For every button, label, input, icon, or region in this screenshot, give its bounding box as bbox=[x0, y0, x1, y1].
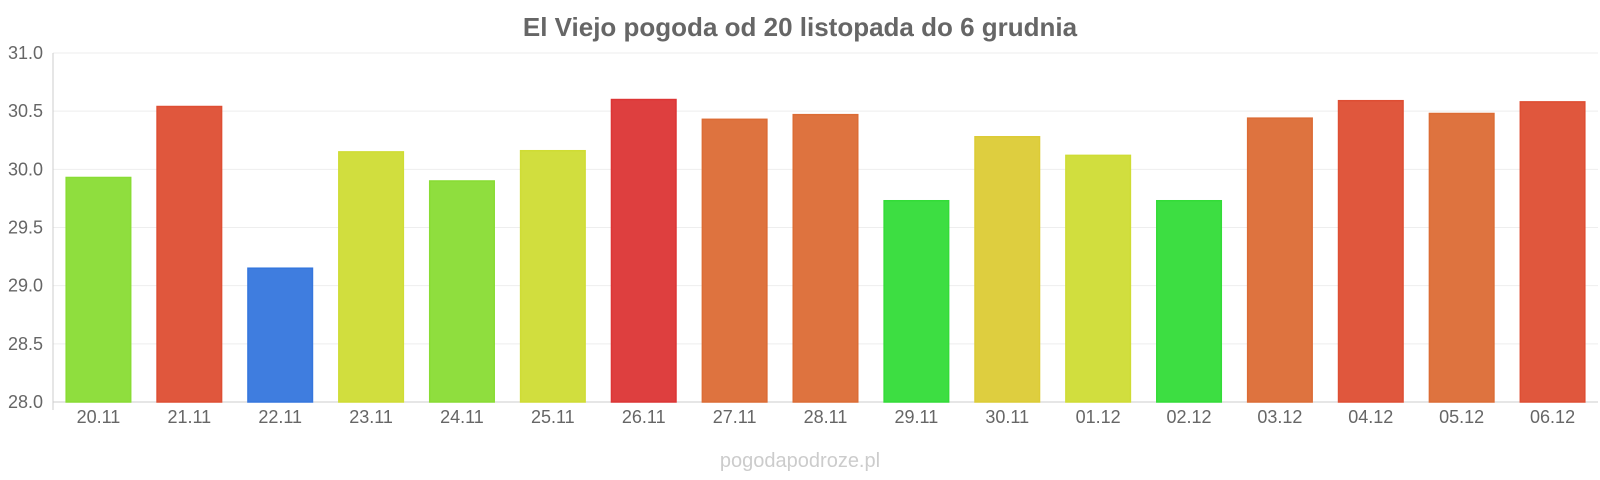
bar-03.12 bbox=[1246, 117, 1313, 403]
y-tick-label: 30.5 bbox=[8, 101, 43, 121]
y-tick-label: 29.0 bbox=[8, 276, 43, 296]
x-tick-label: 01.12 bbox=[1076, 407, 1121, 427]
bar-22.11 bbox=[247, 267, 314, 403]
x-tick-label: 24.11 bbox=[440, 407, 484, 427]
x-tick-label: 20.11 bbox=[77, 407, 121, 427]
x-tick-label: 03.12 bbox=[1257, 407, 1302, 427]
x-tick-label: 30.11 bbox=[985, 407, 1029, 427]
y-tick-label: 28.5 bbox=[8, 334, 43, 354]
x-tick-label: 06.12 bbox=[1530, 407, 1575, 427]
x-tick-label: 28.11 bbox=[804, 407, 848, 427]
x-tick-label: 05.12 bbox=[1439, 407, 1484, 427]
x-tick-label: 21.11 bbox=[167, 407, 211, 427]
watermark: pogodapodroze.pl bbox=[719, 450, 881, 472]
y-tick-label: 28.0 bbox=[8, 392, 43, 412]
x-tick-label: 02.12 bbox=[1167, 407, 1212, 427]
x-tick-label: 04.12 bbox=[1348, 407, 1393, 427]
x-tick-label: 25.11 bbox=[531, 407, 575, 427]
bar-04.12 bbox=[1337, 99, 1404, 403]
bar-23.11 bbox=[338, 151, 405, 403]
bar-20.11 bbox=[65, 176, 132, 403]
bar-02.12 bbox=[1156, 199, 1223, 403]
x-tick-label: 27.11 bbox=[713, 407, 757, 427]
bar-29.11 bbox=[883, 199, 950, 403]
bar-chart: El Viejo pogoda od 20 listopada do 6 gru… bbox=[8, 12, 1598, 427]
bar-24.11 bbox=[428, 180, 495, 403]
chart-title: El Viejo pogoda od 20 listopada do 6 gru… bbox=[523, 12, 1078, 42]
bar-06.12 bbox=[1519, 101, 1586, 403]
bar-28.11 bbox=[792, 113, 859, 403]
x-axis: 20.11 21.11 22.11 23.11 24.11 25.11 26.11 27.11… bbox=[77, 407, 1576, 427]
bar-30.11 bbox=[974, 136, 1041, 403]
bar-27.11 bbox=[701, 118, 768, 403]
bar-05.12 bbox=[1428, 112, 1495, 403]
bar-21.11 bbox=[156, 105, 223, 403]
bar-01.12 bbox=[1065, 154, 1132, 403]
x-tick-label: 22.11 bbox=[258, 407, 302, 427]
bar-26.11 bbox=[610, 98, 677, 403]
bars bbox=[65, 98, 1586, 403]
y-tick-label: 29.5 bbox=[8, 218, 43, 238]
x-tick-label: 23.11 bbox=[349, 407, 393, 427]
x-tick-label: 26.11 bbox=[622, 407, 666, 427]
y-tick-label: 31.0 bbox=[8, 43, 43, 63]
bar-25.11 bbox=[519, 149, 586, 403]
y-tick-label: 30.0 bbox=[8, 159, 43, 179]
x-tick-label: 29.11 bbox=[895, 407, 939, 427]
